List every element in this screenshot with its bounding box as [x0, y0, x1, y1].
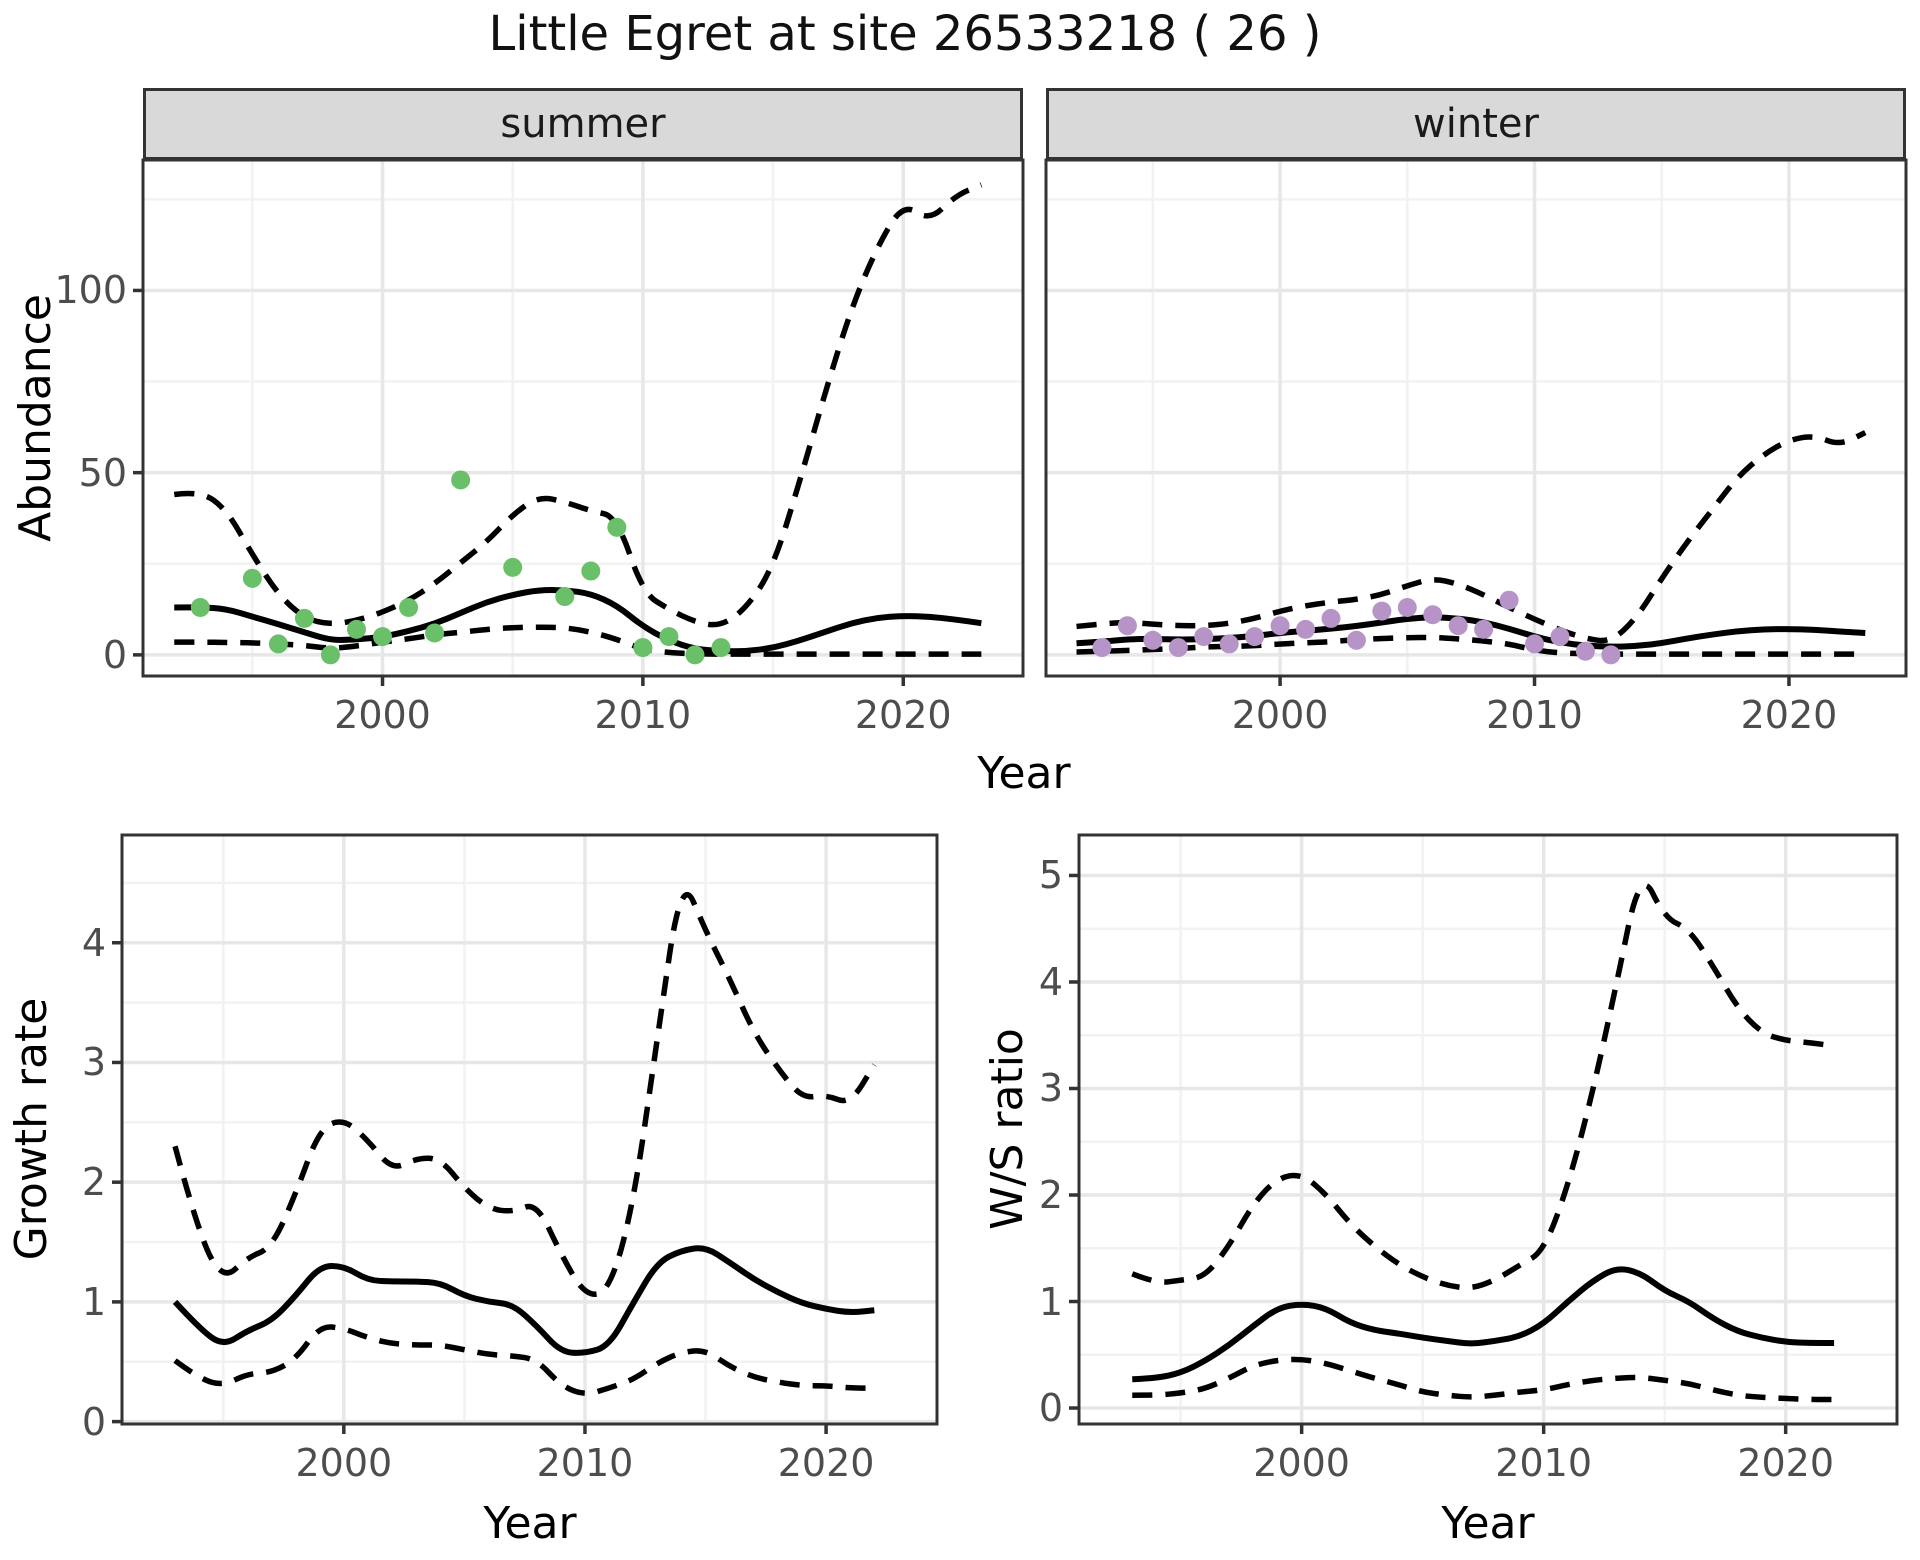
y-tick-label: 1	[1038, 1279, 1063, 1324]
observation-point	[1245, 627, 1265, 647]
facet-strip-summer-label: summer	[500, 101, 666, 147]
x-tick-label: 2010	[1486, 693, 1583, 737]
panel-border	[120, 833, 939, 1426]
ci-lower-line	[173, 1324, 875, 1396]
x-tick-label: 2000	[295, 1441, 393, 1485]
facet-strip-summer: summer	[143, 88, 1023, 160]
x-axis-title-growth: Year	[483, 1498, 577, 1549]
observation-point	[1117, 616, 1137, 636]
panel-abundance-winter	[1044, 158, 1908, 686]
observation-point	[1575, 641, 1595, 661]
panel-border	[1044, 158, 1908, 678]
observation-point	[1346, 630, 1366, 650]
x-tick-label: 2000	[334, 693, 431, 737]
mean-line	[174, 587, 982, 655]
facet-strip-winter: winter	[1046, 88, 1906, 160]
x-tick-label: 2000	[1231, 693, 1329, 737]
panel-growth-rate	[112, 833, 939, 1434]
y-tick-label: 0	[81, 1399, 106, 1444]
observation-point	[1092, 638, 1112, 658]
x-tick-label: 2000	[1253, 1441, 1350, 1485]
x-tick-label: 2020	[777, 1441, 875, 1485]
observation-point	[1397, 597, 1417, 617]
panel-border	[1077, 833, 1899, 1426]
ci-upper-line	[172, 892, 877, 1297]
y-tick-label: 2	[81, 1160, 106, 1205]
observation-point	[503, 557, 523, 577]
y-tick-label: 3	[81, 1040, 106, 1085]
y-tick-label: 50	[78, 450, 127, 495]
panel-abundance-summer	[133, 158, 1025, 686]
observation-point	[294, 608, 314, 628]
mean-line	[1076, 614, 1866, 650]
observation-point	[607, 517, 627, 537]
panel-ws-ratio	[1069, 833, 1899, 1434]
observation-point	[1143, 630, 1163, 650]
facet-strip-winter-label: winter	[1413, 101, 1539, 147]
observation-point	[242, 568, 262, 588]
ci-lower-line	[1076, 634, 1866, 657]
observation-point	[555, 587, 575, 607]
observation-point	[451, 470, 471, 490]
x-tick-label: 2020	[1737, 1441, 1835, 1485]
ci-lower-line	[174, 624, 982, 657]
observation-point	[685, 645, 705, 665]
y-tick-label: 4	[1038, 959, 1063, 1004]
observation-point	[659, 627, 679, 647]
observation-point	[581, 561, 601, 581]
ci-upper-line	[1131, 882, 1835, 1291]
observation-point	[1601, 645, 1621, 665]
observation-point	[373, 627, 393, 647]
y-tick-label: 4	[81, 920, 106, 965]
ci-lower-line	[1132, 1356, 1835, 1403]
observation-point	[1219, 634, 1239, 654]
observation-point	[1499, 590, 1519, 610]
y-axis-title-abundance: Abundance	[10, 294, 61, 542]
panel-border	[141, 158, 1025, 678]
observation-point	[190, 597, 210, 617]
observation-point	[1474, 619, 1494, 639]
x-axis-title-top: Year	[977, 748, 1071, 799]
x-axis-title-ws: Year	[1441, 1498, 1535, 1549]
y-tick-label: 100	[54, 268, 127, 313]
observation-point	[1423, 605, 1443, 625]
mean-line	[172, 1245, 875, 1356]
observation-point	[320, 645, 340, 665]
ci-upper-line	[173, 182, 983, 628]
observation-point	[399, 597, 419, 617]
mean-line	[1132, 1266, 1835, 1383]
y-tick-label: 1	[81, 1279, 106, 1324]
observation-point	[1296, 619, 1316, 639]
x-tick-label: 2010	[536, 1441, 634, 1485]
observation-point	[1168, 638, 1188, 658]
observation-point	[633, 638, 653, 658]
x-tick-label: 2010	[594, 693, 692, 737]
observation-point	[1270, 616, 1290, 636]
observation-point	[1525, 634, 1545, 654]
observation-point	[1448, 616, 1468, 636]
observation-point	[711, 638, 731, 658]
observation-point	[1550, 627, 1570, 647]
x-tick-label: 2020	[1740, 693, 1838, 737]
observation-point	[425, 623, 445, 643]
ci-upper-line	[1076, 430, 1867, 644]
observation-point	[1321, 608, 1341, 628]
observation-point	[268, 634, 288, 654]
y-tick-label: 5	[1038, 853, 1063, 898]
x-tick-label: 2010	[1495, 1441, 1593, 1485]
observation-point	[1194, 627, 1214, 647]
y-tick-label: 0	[102, 632, 127, 677]
x-tick-label: 2020	[854, 693, 952, 737]
figure-title: Little Egret at site 26533218 ( 26 )	[488, 6, 1322, 62]
y-tick-label: 3	[1038, 1066, 1063, 1111]
y-tick-label: 0	[1038, 1386, 1063, 1431]
observation-point	[1372, 601, 1392, 621]
y-tick-label: 2	[1038, 1173, 1063, 1217]
observation-point	[346, 619, 366, 639]
